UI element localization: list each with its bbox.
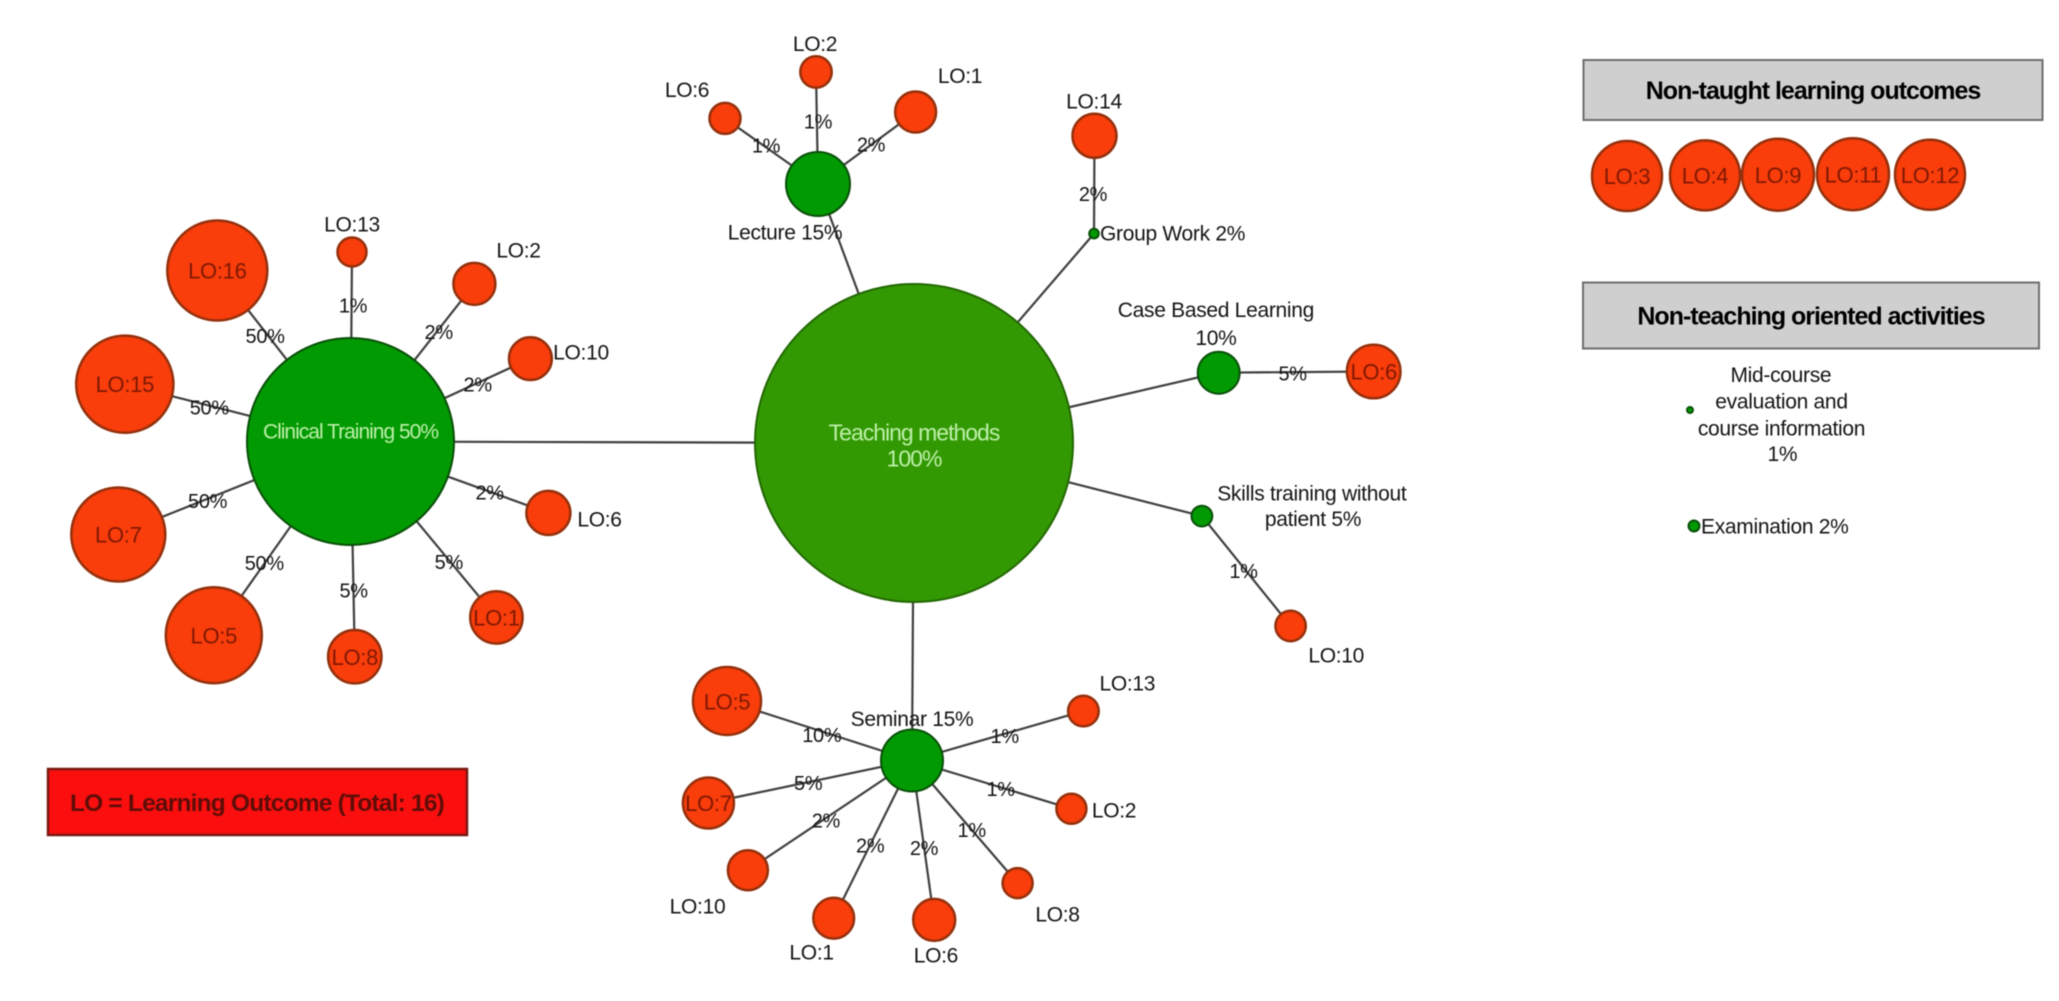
svg-text:LO:9: LO:9 (1755, 163, 1802, 188)
svg-text:LO:2: LO:2 (496, 239, 540, 262)
svg-text:Case Based Learning: Case Based Learning (1118, 299, 1314, 322)
svg-text:Examination 2%: Examination 2% (1701, 516, 1849, 539)
svg-text:LO:3: LO:3 (1604, 164, 1651, 189)
svg-text:LO:13: LO:13 (324, 214, 380, 237)
svg-text:50%: 50% (245, 553, 285, 575)
svg-text:1%: 1% (958, 820, 987, 842)
svg-text:LO:10: LO:10 (553, 341, 609, 364)
svg-text:1%: 1% (986, 779, 1015, 801)
svg-text:LO:2: LO:2 (793, 33, 837, 56)
svg-text:100%: 100% (887, 446, 942, 472)
svg-text:2%: 2% (425, 322, 454, 344)
svg-text:5%: 5% (339, 581, 368, 603)
svg-text:Seminar 15%: Seminar 15% (851, 708, 974, 731)
svg-text:LO:16: LO:16 (188, 259, 246, 284)
svg-text:2%: 2% (812, 811, 841, 833)
svg-text:LO:7: LO:7 (95, 523, 142, 548)
svg-text:LO:8: LO:8 (332, 645, 379, 670)
svg-text:LO:7: LO:7 (685, 791, 732, 816)
svg-text:1%: 1% (804, 112, 833, 134)
svg-text:Non-taught learning outcomes: Non-taught learning outcomes (1646, 77, 1981, 105)
svg-text:LO:6: LO:6 (1350, 360, 1397, 385)
svg-text:LO:1: LO:1 (938, 65, 982, 88)
svg-text:patient 5%: patient 5% (1265, 508, 1361, 531)
svg-text:Teaching methods: Teaching methods (829, 420, 1000, 446)
svg-text:LO:11: LO:11 (1825, 162, 1882, 187)
svg-text:LO:1: LO:1 (789, 942, 833, 965)
svg-text:2%: 2% (910, 838, 939, 860)
svg-text:LO:5: LO:5 (704, 690, 751, 715)
svg-text:LO:4: LO:4 (1682, 164, 1729, 189)
svg-text:Group Work 2%: Group Work 2% (1100, 223, 1245, 246)
svg-text:1%: 1% (752, 136, 781, 158)
svg-text:LO = Learning Outcome (Total:: LO = Learning Outcome (Total: 16) (70, 790, 444, 817)
svg-text:LO:8: LO:8 (1035, 904, 1079, 927)
svg-text:Lecture 15%: Lecture 15% (728, 222, 843, 245)
svg-text:LO:10: LO:10 (1308, 644, 1364, 667)
svg-text:LO:6: LO:6 (665, 79, 709, 102)
svg-text:10%: 10% (1195, 327, 1236, 350)
svg-text:50%: 50% (246, 326, 286, 348)
svg-text:Non-teaching oriented activiti: Non-teaching oriented activities (1637, 303, 1984, 331)
svg-text:2%: 2% (857, 135, 886, 157)
svg-text:1%: 1% (991, 726, 1020, 748)
svg-text:course information: course information (1698, 417, 1865, 440)
svg-text:2%: 2% (475, 482, 504, 504)
svg-text:50%: 50% (188, 491, 228, 513)
svg-text:LO:2: LO:2 (1092, 799, 1136, 822)
svg-text:5%: 5% (435, 552, 464, 574)
svg-text:5%: 5% (794, 773, 823, 795)
svg-text:2%: 2% (856, 835, 885, 857)
svg-text:LO:12: LO:12 (1901, 163, 1959, 188)
svg-text:2%: 2% (464, 375, 493, 397)
svg-text:10%: 10% (802, 725, 842, 747)
svg-text:LO:6: LO:6 (577, 509, 621, 532)
svg-text:LO:14: LO:14 (1066, 91, 1122, 114)
svg-text:Mid-course: Mid-course (1730, 364, 1831, 387)
svg-text:LO:10: LO:10 (670, 895, 726, 918)
svg-text:LO:6: LO:6 (914, 945, 958, 968)
svg-text:LO:5: LO:5 (191, 624, 238, 649)
svg-text:Clinical Training 50%: Clinical Training 50% (263, 421, 438, 444)
svg-text:50%: 50% (190, 397, 230, 419)
svg-text:2%: 2% (1079, 184, 1108, 206)
svg-text:Skills training without: Skills training without (1217, 482, 1407, 505)
svg-text:evaluation and: evaluation and (1715, 390, 1847, 413)
svg-text:LO:1: LO:1 (473, 606, 520, 631)
svg-text:LO:15: LO:15 (96, 372, 154, 397)
svg-text:5%: 5% (1278, 364, 1307, 386)
svg-text:1%: 1% (1768, 443, 1798, 466)
svg-text:LO:13: LO:13 (1099, 673, 1155, 696)
svg-text:1%: 1% (1229, 561, 1258, 583)
svg-text:1%: 1% (339, 296, 368, 318)
